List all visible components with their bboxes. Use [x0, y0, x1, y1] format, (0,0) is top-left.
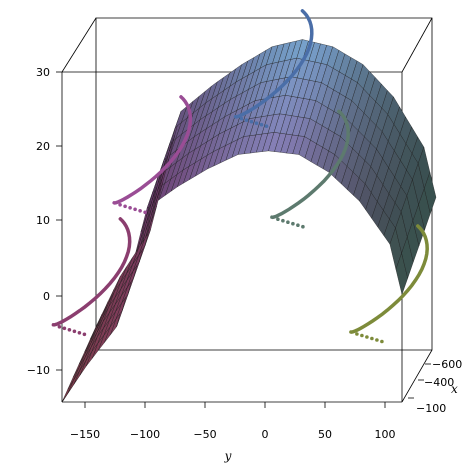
z-tick-label: 20: [36, 140, 50, 153]
surface-patch: [424, 171, 437, 215]
x-tick-label: −400: [424, 376, 454, 389]
box-edge: [401, 349, 433, 403]
y-axis-title: y: [224, 449, 232, 463]
y-tick-label: −150: [70, 428, 100, 441]
y-tick-label: 0: [262, 428, 269, 441]
space-curve-point: [281, 218, 285, 223]
x-tick-label: −600: [432, 358, 462, 371]
space-curve-point: [62, 326, 67, 331]
space-curve-point: [67, 328, 72, 332]
y-tick-label: −100: [130, 428, 160, 441]
z-tick-label: 0: [43, 290, 50, 303]
space-curve-point: [276, 217, 280, 221]
space-curve-point: [57, 325, 62, 329]
space-curve-point: [254, 121, 259, 125]
space-curve: [349, 224, 429, 334]
space-curve-point: [82, 332, 87, 337]
space-curve-point: [360, 333, 364, 338]
z-tick-label: −10: [27, 364, 50, 377]
space-curve-point: [301, 224, 305, 229]
space-curve-point: [380, 339, 384, 344]
box-edge: [61, 17, 97, 73]
space-curve-point: [123, 204, 127, 209]
space-curve-point: [375, 338, 379, 342]
space-curve: [233, 9, 314, 119]
space-curves: [51, 9, 429, 344]
space-curve-point: [291, 221, 295, 226]
surface-patch: [61, 379, 74, 403]
space-curve-point: [259, 122, 264, 127]
space-curve-point: [286, 220, 290, 224]
space-curve: [270, 109, 350, 220]
space-curve-point: [118, 203, 122, 207]
y-axis: −150 −100 −50 0 50 100 y: [70, 402, 396, 463]
space-curve-point: [264, 124, 269, 128]
space-curve-point: [128, 206, 132, 210]
space-curve-point: [355, 332, 359, 336]
y-tick-label: −50: [193, 428, 216, 441]
space-curve-point: [244, 118, 249, 122]
x-tick-label: −100: [416, 402, 446, 415]
space-curve-point: [138, 209, 142, 213]
space-curve-point: [72, 329, 77, 334]
space-curve: [51, 217, 132, 327]
space-curve-point: [77, 331, 82, 335]
y-tick-label: 100: [375, 428, 396, 441]
x-axis-title: x: [451, 382, 458, 396]
y-tick-label: 50: [318, 428, 332, 441]
space-curve: [112, 95, 193, 205]
z-tick-label: 30: [36, 66, 50, 79]
x-axis: −600 −400 −100 x: [408, 358, 462, 415]
surface-patch: [67, 370, 80, 394]
surface: [61, 39, 437, 403]
space-curve-point: [133, 207, 137, 212]
space-curve-point: [365, 335, 369, 339]
z-tick-label: 10: [36, 214, 50, 227]
space-curve-point: [296, 223, 300, 227]
space-curve-point: [370, 336, 374, 341]
space-curve-point: [249, 119, 254, 124]
space-curve-point: [239, 116, 244, 121]
z-axis: −10 0 10 20 30: [27, 66, 62, 377]
space-curve-point: [143, 210, 147, 215]
box-edge: [401, 17, 433, 73]
